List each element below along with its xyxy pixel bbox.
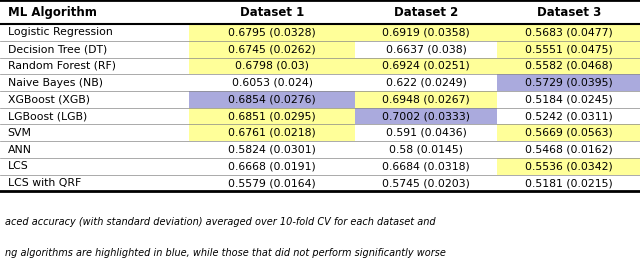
Text: 0.5184 (0.0245): 0.5184 (0.0245) xyxy=(525,94,612,104)
Text: 0.5582 (0.0468): 0.5582 (0.0468) xyxy=(525,61,612,71)
Text: 0.5468 (0.0162): 0.5468 (0.0162) xyxy=(525,145,612,154)
Text: 0.6919 (0.0358): 0.6919 (0.0358) xyxy=(382,28,470,37)
Text: Random Forest (RF): Random Forest (RF) xyxy=(8,61,116,71)
Bar xyxy=(497,158,640,175)
Text: 0.5745 (0.0203): 0.5745 (0.0203) xyxy=(382,178,470,188)
Bar xyxy=(189,175,355,191)
Text: Dataset 3: Dataset 3 xyxy=(536,6,601,19)
Text: 0.5729 (0.0395): 0.5729 (0.0395) xyxy=(525,78,612,88)
Bar xyxy=(0,74,189,91)
Bar xyxy=(189,108,355,125)
Text: 0.6668 (0.0191): 0.6668 (0.0191) xyxy=(228,161,316,171)
Bar xyxy=(355,74,497,91)
Text: 0.6795 (0.0328): 0.6795 (0.0328) xyxy=(228,28,316,37)
Bar xyxy=(355,0,497,24)
Bar xyxy=(189,158,355,175)
Bar xyxy=(189,41,355,58)
Text: 0.5181 (0.0215): 0.5181 (0.0215) xyxy=(525,178,612,188)
Text: 0.5536 (0.0342): 0.5536 (0.0342) xyxy=(525,161,612,171)
Bar xyxy=(497,74,640,91)
Text: Dataset 2: Dataset 2 xyxy=(394,6,458,19)
Text: Naive Bayes (NB): Naive Bayes (NB) xyxy=(8,78,102,88)
Bar xyxy=(189,58,355,74)
Bar xyxy=(189,141,355,158)
Bar xyxy=(0,0,189,24)
Text: XGBoost (XGB): XGBoost (XGB) xyxy=(8,94,90,104)
Text: 0.7002 (0.0333): 0.7002 (0.0333) xyxy=(382,111,470,121)
Bar xyxy=(497,24,640,41)
Bar xyxy=(497,58,640,74)
Text: 0.5579 (0.0164): 0.5579 (0.0164) xyxy=(228,178,316,188)
Text: 0.591 (0.0436): 0.591 (0.0436) xyxy=(386,128,467,138)
Text: 0.6948 (0.0267): 0.6948 (0.0267) xyxy=(382,94,470,104)
Text: SVM: SVM xyxy=(8,128,32,138)
Bar xyxy=(497,175,640,191)
Bar xyxy=(0,24,189,41)
Bar xyxy=(189,24,355,41)
Bar xyxy=(0,91,189,108)
Bar xyxy=(497,108,640,125)
Text: Dataset 1: Dataset 1 xyxy=(240,6,304,19)
Bar xyxy=(355,141,497,158)
Text: 0.6924 (0.0251): 0.6924 (0.0251) xyxy=(382,61,470,71)
Bar xyxy=(355,24,497,41)
Text: 0.6637 (0.038): 0.6637 (0.038) xyxy=(386,44,467,54)
Bar xyxy=(0,158,189,175)
Bar xyxy=(355,41,497,58)
Text: LGBoost (LGB): LGBoost (LGB) xyxy=(8,111,87,121)
Text: 0.5683 (0.0477): 0.5683 (0.0477) xyxy=(525,28,612,37)
Text: aced accuracy (with standard deviation) averaged over 10-fold CV for each datase: aced accuracy (with standard deviation) … xyxy=(5,217,436,227)
Bar xyxy=(497,0,640,24)
Bar xyxy=(189,125,355,141)
Text: LCS with QRF: LCS with QRF xyxy=(8,178,81,188)
Text: 0.5551 (0.0475): 0.5551 (0.0475) xyxy=(525,44,612,54)
Bar xyxy=(355,158,497,175)
Text: 0.6761 (0.0218): 0.6761 (0.0218) xyxy=(228,128,316,138)
Bar xyxy=(0,141,189,158)
Text: ANN: ANN xyxy=(8,145,32,154)
Bar xyxy=(355,58,497,74)
Bar xyxy=(497,91,640,108)
Bar xyxy=(0,125,189,141)
Bar xyxy=(355,108,497,125)
Bar xyxy=(189,91,355,108)
Text: ng algorithms are highlighted in blue, while those that did not perform signific: ng algorithms are highlighted in blue, w… xyxy=(5,248,446,258)
Text: 0.5242 (0.0311): 0.5242 (0.0311) xyxy=(525,111,612,121)
Text: 0.6851 (0.0295): 0.6851 (0.0295) xyxy=(228,111,316,121)
Text: 0.5669 (0.0563): 0.5669 (0.0563) xyxy=(525,128,612,138)
Text: ML Algorithm: ML Algorithm xyxy=(8,6,97,19)
Text: 0.6745 (0.0262): 0.6745 (0.0262) xyxy=(228,44,316,54)
Text: 0.622 (0.0249): 0.622 (0.0249) xyxy=(386,78,467,88)
Bar xyxy=(497,41,640,58)
Bar xyxy=(355,125,497,141)
Bar xyxy=(189,0,355,24)
Text: 0.6798 (0.03): 0.6798 (0.03) xyxy=(235,61,309,71)
Bar xyxy=(0,108,189,125)
Text: 0.6684 (0.0318): 0.6684 (0.0318) xyxy=(382,161,470,171)
Bar xyxy=(0,41,189,58)
Bar xyxy=(355,91,497,108)
Text: Decision Tree (DT): Decision Tree (DT) xyxy=(8,44,107,54)
Bar xyxy=(189,74,355,91)
Text: 0.5824 (0.0301): 0.5824 (0.0301) xyxy=(228,145,316,154)
Text: 0.58 (0.0145): 0.58 (0.0145) xyxy=(389,145,463,154)
Text: 0.6854 (0.0276): 0.6854 (0.0276) xyxy=(228,94,316,104)
Text: LCS: LCS xyxy=(8,161,28,171)
Bar xyxy=(497,125,640,141)
Bar xyxy=(355,175,497,191)
Bar xyxy=(497,141,640,158)
Text: Logistic Regression: Logistic Regression xyxy=(8,28,113,37)
Bar xyxy=(0,58,189,74)
Text: 0.6053 (0.024): 0.6053 (0.024) xyxy=(232,78,312,88)
Bar xyxy=(0,175,189,191)
